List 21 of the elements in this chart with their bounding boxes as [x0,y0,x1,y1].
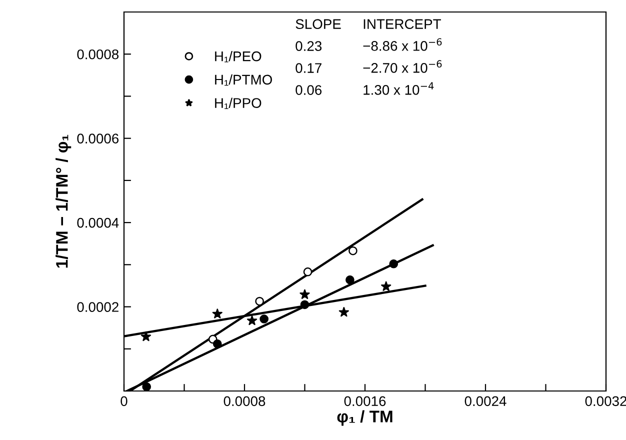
legend-label: H₁/PTMO [215,74,272,86]
annotation: 1.30 x 10$^{−4}$ [364,82,434,95]
annotation: 0.23 [296,41,322,51]
y-axis-title: 1/TM − 1/TM° / φ₁ [56,134,72,268]
annotation: SLOPE [296,19,341,29]
y-tick-label: 0.0004 [77,218,119,228]
legend-label: H₁/PPO [215,98,262,110]
y-tick-label: 0.0002 [77,302,118,312]
annotation: −2.70 x 10$^{−6}$ [363,60,442,73]
annotation: −8.86 x 10$^{−6}$ [363,38,442,51]
x-tick-label: 0.0024 [464,396,506,406]
annotation: 0.17 [296,63,322,73]
y-tick-label: 0.0006 [77,134,119,144]
annotation: INTERCEPT [364,19,441,29]
y-tick-label: 0.0008 [77,49,119,60]
x-tick-label: 0.0008 [224,396,266,406]
x-tick-label: 0.0016 [344,396,386,406]
x-tick-label: 0 [120,396,128,406]
legend-label: H₁/PEO [215,51,262,62]
annotation: 0.06 [296,85,322,95]
x-axis-title: φ₁ / TM [337,410,392,426]
